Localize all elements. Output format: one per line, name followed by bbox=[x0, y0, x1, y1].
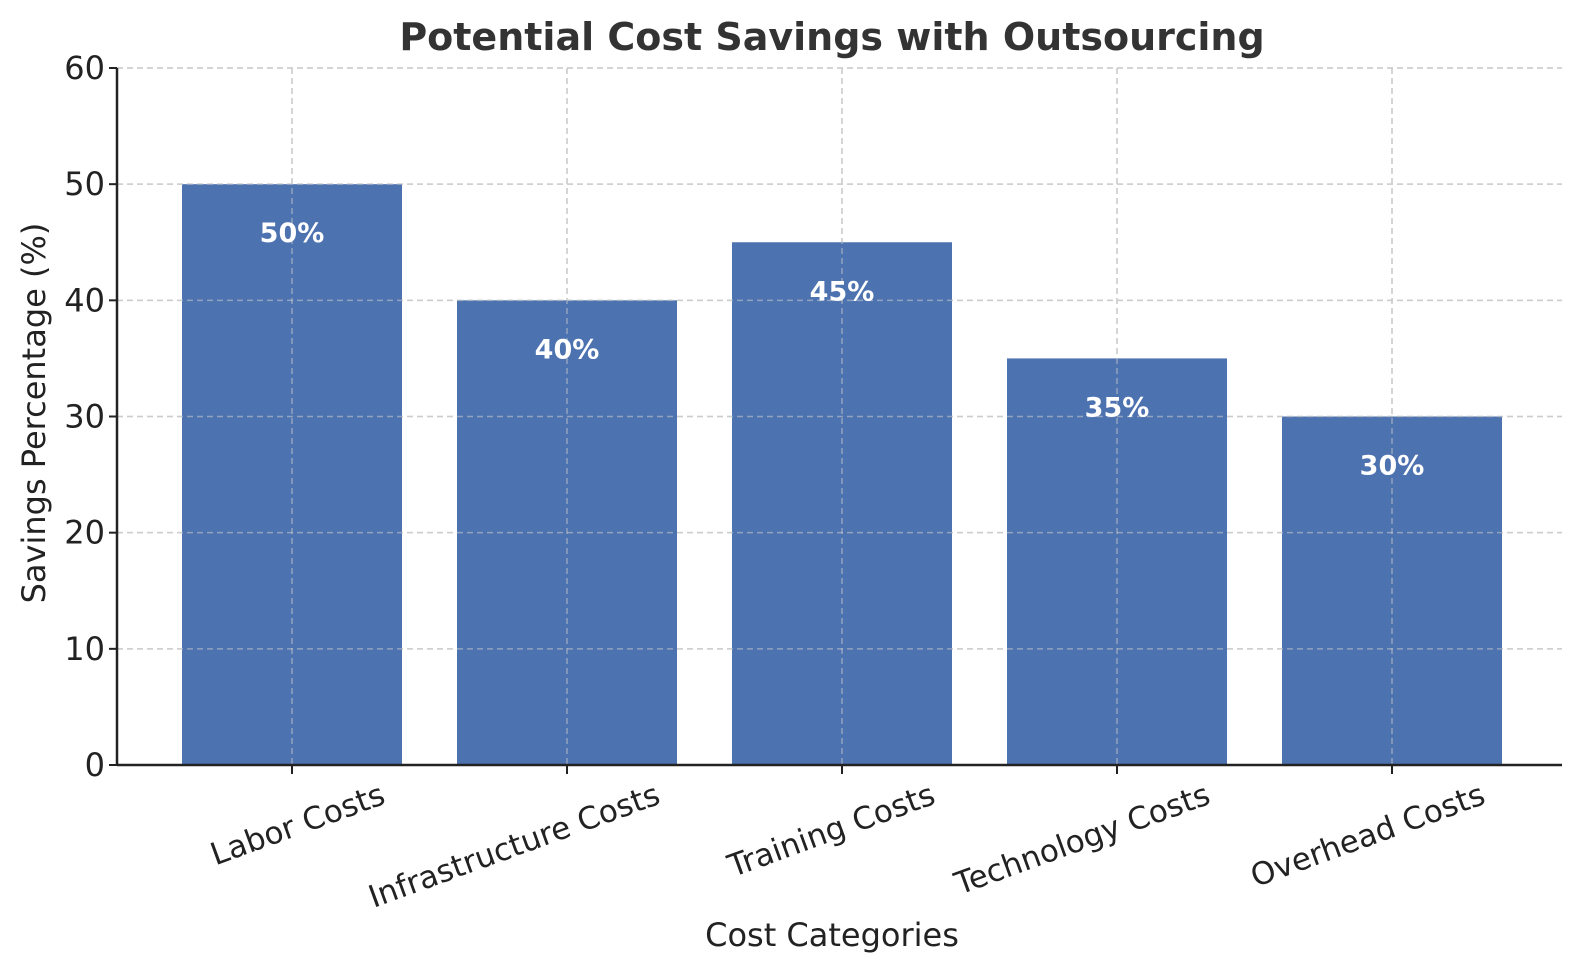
y-tick-label: 30 bbox=[64, 398, 105, 436]
y-tick-label: 50 bbox=[64, 165, 105, 203]
chart-title: Potential Cost Savings with Outsourcing bbox=[399, 15, 1264, 59]
y-tick-label: 20 bbox=[64, 514, 105, 552]
y-tick-label: 10 bbox=[64, 630, 105, 668]
x-tick-label: Labor Costs bbox=[206, 777, 390, 873]
x-tick-label: Infrastructure Costs bbox=[364, 777, 665, 916]
y-axis-label: Savings Percentage (%) bbox=[15, 223, 53, 604]
bar-data-label: 40% bbox=[535, 334, 600, 365]
x-tick-label: Training Costs bbox=[722, 777, 939, 885]
x-tick-label: Overhead Costs bbox=[1246, 777, 1490, 895]
bars-layer bbox=[117, 67, 1562, 766]
x-axis-label: Cost Categories bbox=[705, 916, 959, 954]
bar-data-label: 45% bbox=[810, 276, 875, 307]
x-tick-label: Technology Costs bbox=[949, 777, 1215, 903]
bar-data-label: 35% bbox=[1085, 392, 1150, 423]
labels-layer: 50% 40% 45% 35% 30% bbox=[260, 218, 1425, 481]
y-tick-label: 40 bbox=[64, 281, 105, 319]
bar-data-label: 50% bbox=[260, 218, 325, 249]
bar-data-label: 30% bbox=[1360, 451, 1425, 482]
y-tick-label: 0 bbox=[85, 746, 105, 784]
y-tick-label: 60 bbox=[64, 49, 105, 87]
